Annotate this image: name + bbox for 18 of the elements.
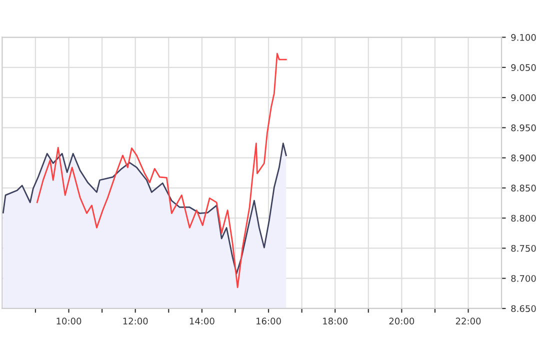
y-tick-label: 9.100 [511,34,536,41]
y-tick-label: 8.750 [511,244,536,252]
x-tick-label: 22:00 [456,318,481,325]
x-tick-label: 20:00 [389,318,414,325]
y-tick-label: 8.700 [511,275,536,282]
x-tick-label: 12:00 [123,318,148,325]
x-tick-label: 16:00 [256,318,281,325]
y-tick-label: 9.000 [511,94,536,102]
x-tick-label: 14:00 [190,318,214,325]
y-tick-label: 8.850 [511,184,536,192]
y-tick-label: 8.900 [511,154,536,162]
y-tick-label: 8.650 [511,305,536,312]
y-tick-label: 9.050 [511,64,536,71]
line-series [36,52,287,288]
x-tick-label: 18:00 [323,318,348,325]
y-tick-label: 8.800 [511,214,536,222]
y-tick-label: 8.950 [511,124,536,132]
x-tick-label: 10:00 [56,318,82,325]
